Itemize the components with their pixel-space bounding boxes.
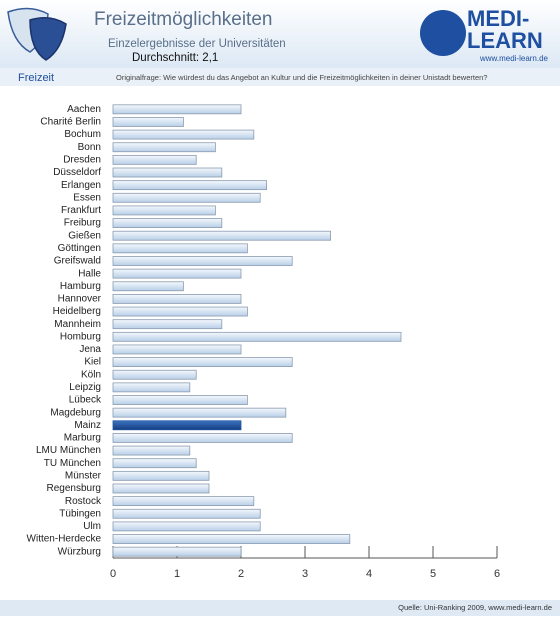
x-tick-label: 6 [494, 568, 500, 580]
section: Freizeit [18, 72, 54, 84]
bar [112, 534, 351, 544]
bar [112, 243, 248, 254]
y-tick-label: Dresden [63, 155, 101, 166]
bar [112, 395, 248, 405]
y-tick-label: TU München [44, 458, 101, 469]
y-tick-label: Lübeck [69, 395, 102, 406]
bar [112, 382, 191, 393]
bar [112, 230, 332, 241]
y-tick-label: Magdeburg [50, 407, 101, 418]
y-tick-label: Essen [73, 192, 101, 203]
y-tick-label: Bochum [64, 129, 101, 140]
bar [112, 521, 261, 532]
y-tick-label: Charité Berlin [40, 117, 101, 128]
bar [112, 205, 216, 216]
bar [112, 433, 293, 443]
y-tick-label: Marburg [64, 433, 101, 444]
y-tick-label: LMU München [36, 445, 101, 456]
bar [112, 546, 242, 557]
bar [112, 268, 242, 279]
bar [112, 344, 242, 355]
bar [112, 407, 287, 418]
y-tick-label: Gießen [68, 230, 101, 241]
bar [112, 142, 216, 153]
y-tick-label: Erlangen [61, 180, 101, 191]
y-tick-label: Heidelberg [53, 306, 101, 317]
y-tick-label: Hamburg [60, 281, 101, 292]
y-tick-label: Würzburg [58, 546, 101, 557]
bar [112, 331, 402, 342]
source: Quelle: Uni-Ranking 2009, www.medi-learn… [398, 603, 552, 612]
average: Durchschnitt: 2,1 [132, 52, 218, 64]
bar [112, 154, 197, 165]
bar [112, 104, 242, 115]
x-tick-label: 5 [430, 568, 436, 580]
bar [112, 167, 223, 178]
y-tick-label: Münster [65, 470, 102, 481]
question: Originalfrage: Wie würdest du das Angebo… [116, 73, 487, 82]
y-tick-label: Greifswald [54, 256, 101, 267]
bar [112, 180, 268, 191]
y-tick-label: Frankfurt [61, 205, 101, 216]
x-tick-label: 1 [174, 568, 180, 580]
logo-bottom: LEARN [467, 28, 543, 53]
logo-circle [420, 10, 466, 56]
y-tick-label: Aachen [67, 104, 101, 115]
bar [112, 281, 184, 292]
bar [112, 458, 197, 469]
y-tick-label: Köln [81, 369, 101, 380]
title: Freizeitmöglichkeiten [94, 9, 272, 30]
y-tick-label: Rostock [65, 496, 102, 507]
subtitle: Einzelergebnisse der Universitäten [108, 38, 286, 50]
footer-bg [0, 600, 560, 616]
bar [112, 357, 293, 367]
y-tick-label: Ulm [83, 521, 101, 532]
logo-top: MEDI- [467, 6, 529, 31]
y-tick-label: Leipzig [69, 382, 101, 393]
mask-icon [7, 7, 67, 61]
x-tick-label: 3 [302, 568, 308, 580]
bar [112, 496, 255, 507]
y-tick-label: Mannheim [54, 319, 101, 330]
y-tick-label: Witten-Herdecke [27, 534, 102, 545]
logo-url: www.medi-learn.de [479, 54, 549, 63]
x-tick-label: 4 [366, 568, 372, 580]
bar [112, 117, 184, 127]
bar [112, 192, 261, 203]
section-bar [0, 68, 560, 86]
bar [112, 470, 210, 481]
y-tick-label: Halle [78, 268, 101, 279]
y-tick-label: Mainz [74, 420, 101, 431]
bar [112, 445, 191, 456]
header-bg [0, 0, 560, 68]
bar [112, 306, 248, 317]
y-tick-label: Tübingen [59, 508, 101, 519]
y-tick-label: Göttingen [58, 243, 101, 254]
y-tick-label: Homburg [60, 331, 101, 342]
x-tick-label: 0 [110, 568, 116, 580]
bar [112, 369, 197, 380]
bar [112, 483, 210, 494]
bar [112, 218, 223, 228]
x-tick-label: 2 [238, 568, 244, 580]
bar [112, 256, 293, 266]
y-tick-label: Düsseldorf [53, 167, 101, 178]
y-tick-label: Regensburg [47, 483, 101, 494]
y-tick-label: Freiburg [64, 218, 101, 229]
y-tick-label: Bonn [78, 142, 101, 153]
bar [112, 319, 223, 330]
y-tick-label: Hannover [58, 294, 102, 305]
y-tick-label: Jena [79, 344, 101, 355]
bar [112, 129, 255, 140]
bar [112, 508, 261, 519]
bar [112, 294, 242, 304]
bar [112, 420, 242, 431]
y-tick-label: Kiel [84, 357, 101, 368]
